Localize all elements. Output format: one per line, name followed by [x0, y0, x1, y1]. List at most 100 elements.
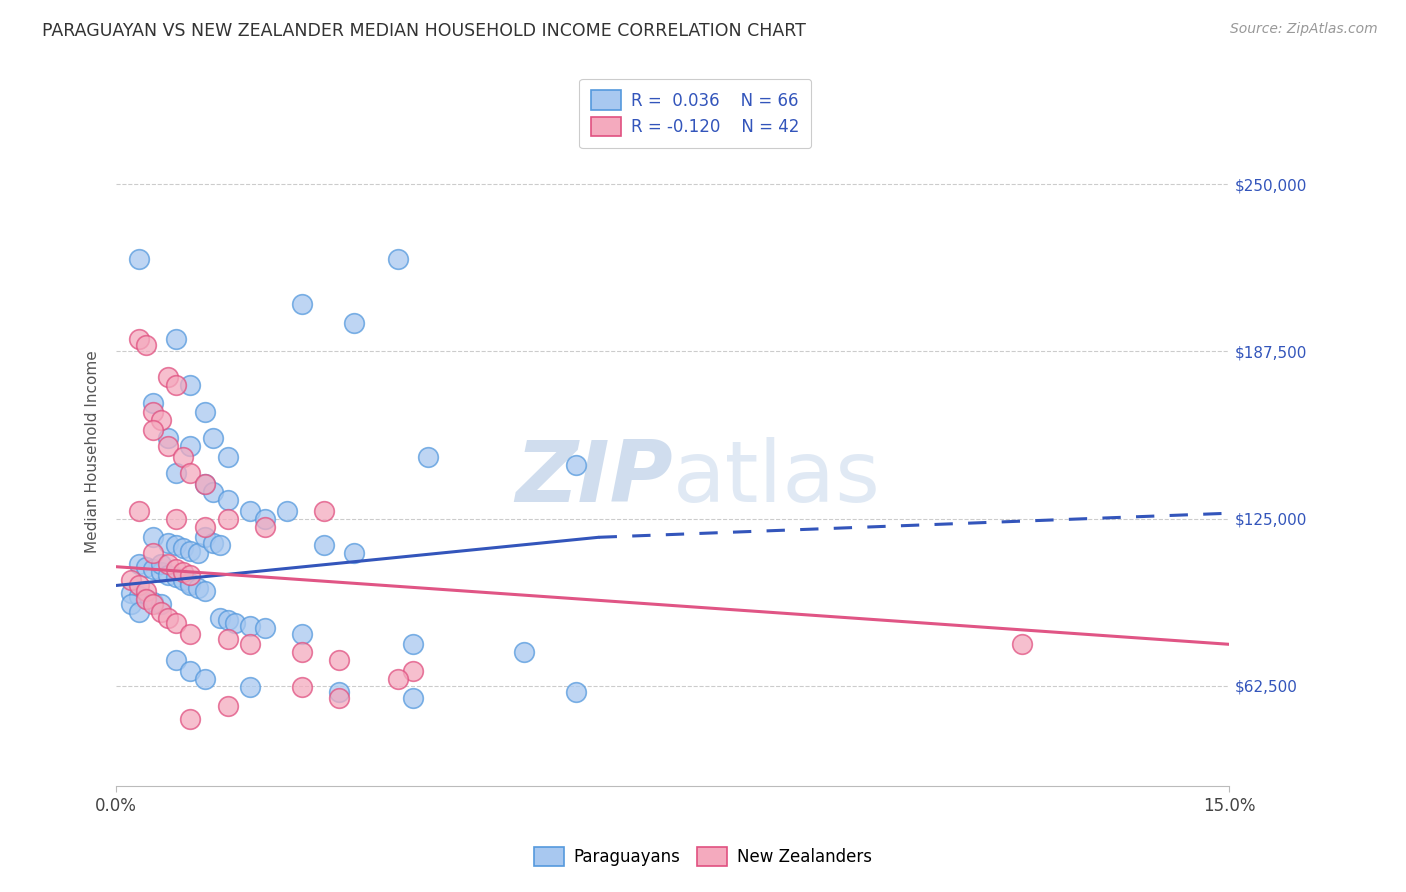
Point [513, 645, 536, 659]
Point [120, 586, 142, 600]
Point [179, 664, 201, 678]
Point [157, 369, 180, 384]
Point [239, 503, 262, 517]
Point [217, 632, 239, 646]
Point [128, 252, 150, 266]
Point [135, 559, 157, 574]
Point [149, 597, 172, 611]
Point [343, 546, 366, 560]
Point [128, 589, 150, 603]
Point [239, 680, 262, 694]
Point [128, 332, 150, 346]
Point [165, 562, 187, 576]
Point [194, 530, 217, 544]
Point [253, 511, 276, 525]
Point [217, 492, 239, 507]
Point [172, 450, 194, 464]
Point [157, 439, 180, 453]
Point [387, 672, 409, 686]
Point [194, 476, 217, 491]
Point [149, 605, 172, 619]
Point [239, 637, 262, 651]
Point [142, 546, 165, 560]
Point [149, 557, 172, 571]
Point [179, 543, 201, 558]
Point [157, 567, 180, 582]
Point [135, 583, 157, 598]
Point [387, 252, 409, 266]
Point [328, 685, 350, 699]
Point [416, 450, 439, 464]
Point [291, 626, 314, 640]
Point [179, 377, 201, 392]
Point [172, 573, 194, 587]
Point [157, 557, 180, 571]
Point [217, 511, 239, 525]
Point [194, 583, 217, 598]
Point [328, 690, 350, 705]
Point [565, 458, 588, 472]
Text: Source: ZipAtlas.com: Source: ZipAtlas.com [1230, 22, 1378, 37]
Point [142, 530, 165, 544]
Point [402, 664, 425, 678]
Point [179, 567, 201, 582]
Point [179, 712, 201, 726]
Point [276, 503, 298, 517]
Text: atlas: atlas [673, 437, 880, 520]
Point [128, 503, 150, 517]
Point [253, 519, 276, 533]
Point [165, 466, 187, 480]
Point [217, 613, 239, 627]
Point [291, 645, 314, 659]
Point [142, 597, 165, 611]
Point [328, 653, 350, 667]
Point [201, 431, 224, 445]
Point [172, 541, 194, 555]
Text: PARAGUAYAN VS NEW ZEALANDER MEDIAN HOUSEHOLD INCOME CORRELATION CHART: PARAGUAYAN VS NEW ZEALANDER MEDIAN HOUSE… [42, 22, 806, 40]
Point [128, 557, 150, 571]
Point [209, 610, 232, 624]
Point [165, 653, 187, 667]
Point [165, 538, 187, 552]
Point [201, 484, 224, 499]
Point [224, 615, 246, 630]
Point [253, 621, 276, 635]
Point [194, 519, 217, 533]
Point [165, 511, 187, 525]
Point [312, 503, 335, 517]
Point [157, 535, 180, 549]
Legend: Paraguayans, New Zealanders: Paraguayans, New Zealanders [526, 838, 880, 875]
Point [402, 637, 425, 651]
Point [149, 412, 172, 426]
Text: ZIP: ZIP [515, 437, 673, 520]
Point [142, 594, 165, 608]
Point [217, 698, 239, 713]
Point [149, 565, 172, 579]
Point [179, 439, 201, 453]
Point [209, 538, 232, 552]
Point [165, 615, 187, 630]
Point [291, 680, 314, 694]
Point [565, 685, 588, 699]
Point [179, 575, 201, 590]
Point [142, 404, 165, 418]
Point [194, 672, 217, 686]
Point [312, 538, 335, 552]
Point [135, 337, 157, 351]
Point [165, 377, 187, 392]
Point [187, 546, 209, 560]
Point [194, 404, 217, 418]
Point [142, 396, 165, 410]
Point [142, 423, 165, 437]
Point [128, 605, 150, 619]
Point [194, 476, 217, 491]
Point [1011, 637, 1033, 651]
Point [187, 581, 209, 595]
Point [172, 565, 194, 579]
Point [135, 591, 157, 606]
Point [157, 431, 180, 445]
Point [217, 450, 239, 464]
Point [120, 597, 142, 611]
Point [135, 591, 157, 606]
Point [128, 578, 150, 592]
